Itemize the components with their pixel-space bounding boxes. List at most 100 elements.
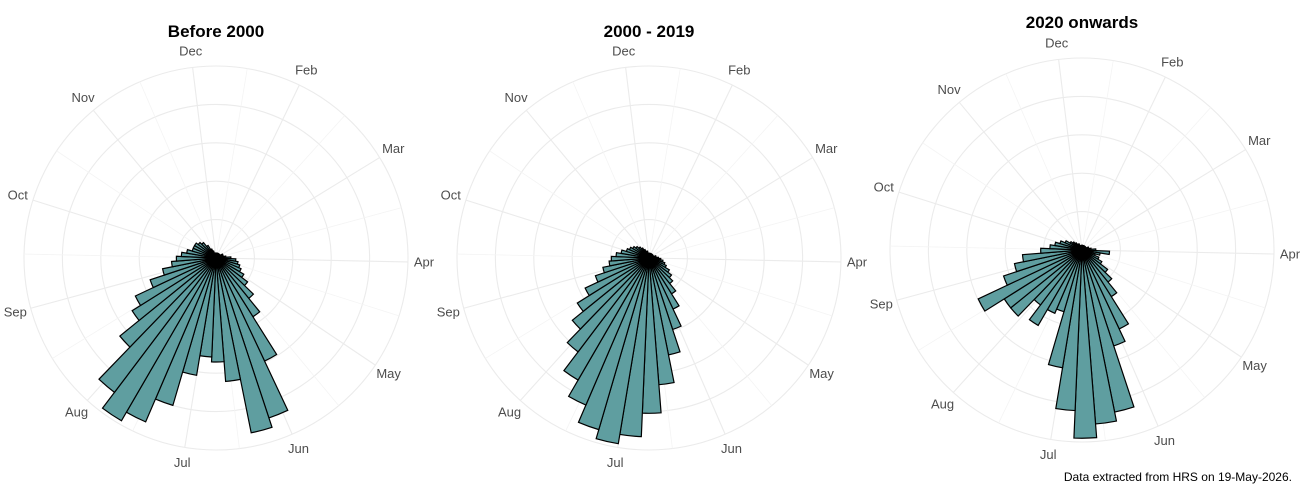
rose-bar [131,257,217,322]
month-label: Feb [728,63,750,78]
grid-spoke [1081,149,1246,251]
rose-bar [98,257,217,394]
rose-bar [610,255,650,262]
month-label: May [1242,358,1267,373]
month-label: Mar [382,141,405,156]
grid-spoke [1058,59,1083,251]
month-label: Nov [505,90,529,105]
panel-title: 2000 - 2019 [604,22,695,41]
polar-panel-2020-onwards: Dec Feb Mar Apr May Jun Jul Aug Sep Oct Nov 2020 on… [870,13,1300,462]
month-label: Apr [1280,246,1300,261]
grid-spoke [648,257,809,366]
rose-bar [563,257,650,381]
grid-spoke-minor [139,81,217,259]
grid-spoke [32,199,217,259]
rose-bar [567,257,650,406]
grid-spoke-minor [56,150,217,259]
grid-spoke [465,199,650,259]
month-label: Jul [1040,447,1057,462]
month-label: Dec [179,44,203,59]
grid-circle [61,103,371,413]
rose-bar [101,257,217,422]
rose-bar [215,257,273,434]
polar-panel-2000-2019: Dec Feb Mar Apr May Jun Jul Aug Sep Oct Nov 2000 - … [437,22,868,470]
rose-bar [608,257,650,267]
month-label: Mar [1248,133,1271,148]
rose-bar [1073,249,1098,439]
grid-spoke [525,109,650,259]
grid-circle [889,57,1275,443]
grid-circle [23,65,409,451]
grid-spoke [1081,76,1166,251]
grid-spoke [958,101,1083,251]
month-label: Dec [612,44,636,59]
rose-bar [175,255,217,262]
rose-bar [161,257,217,276]
grid-spoke-minor [922,142,1083,251]
grid-spoke-minor [572,81,650,259]
month-label: Sep [4,305,27,320]
grid-spoke-minor [215,207,402,259]
rose-bar [1013,249,1083,273]
rose-bar [170,257,217,268]
grid-spoke [215,84,300,259]
rose-bar [584,257,650,297]
month-label: Aug [498,404,521,419]
grid-spoke-minor [1081,249,1266,309]
rose-bar [577,257,650,431]
month-label: Nov [72,90,96,105]
grid-spoke [648,84,733,259]
rose-bar [566,257,650,353]
grid-spoke [1081,249,1242,358]
month-label: Dec [1045,36,1069,51]
grid-spoke [215,157,380,259]
grid-spoke [192,67,217,259]
month-label: Aug [65,404,88,419]
grid-spoke-minor [215,68,248,259]
rose-bar [977,249,1083,312]
month-label: Jun [721,441,742,456]
rose-bar [571,257,650,330]
grid-spoke-minor [215,115,345,259]
grid-circle [456,65,842,451]
grid-spoke [648,257,841,263]
rose-bar [1021,249,1083,263]
grid-spoke-minor [489,150,650,259]
month-label: Nov [938,82,962,97]
month-label: Apr [847,254,868,269]
month-label: Feb [1161,55,1183,70]
month-label: Aug [931,396,954,411]
rose-bar [215,257,242,383]
month-label: Oct [8,187,29,202]
month-label: Mar [815,141,838,156]
rose-bar [210,257,225,363]
grid-spoke [1081,249,1274,255]
data-source-footnote: Data extracted from HRS on 19-May-2026. [1063,470,1292,484]
rose-bar [149,257,217,289]
rose-bar [1002,249,1083,287]
rose-bar [1040,247,1083,254]
month-label: Oct [874,179,895,194]
month-label: Jun [1154,433,1175,448]
month-label: Jun [288,441,309,456]
rose-bar [215,253,221,259]
month-label: Jul [607,455,624,470]
grid-spoke [898,191,1083,251]
grid-circle [100,142,332,374]
rose-bar [576,257,650,313]
grid-spoke [648,157,813,259]
grid-spoke-minor [1081,107,1211,251]
grid-spoke-minor [648,207,835,259]
grid-spoke-minor [648,115,778,259]
rose-bar [602,257,650,274]
grid-spoke-minor [1005,73,1083,251]
grid-spoke-minor [1081,199,1268,251]
month-label: Sep [870,297,893,312]
rose-bar [134,257,217,307]
rose-bar [119,257,217,348]
grid-spoke [625,67,650,259]
rose-bar [1081,245,1087,251]
month-label: Oct [441,187,462,202]
month-label: May [809,366,834,381]
